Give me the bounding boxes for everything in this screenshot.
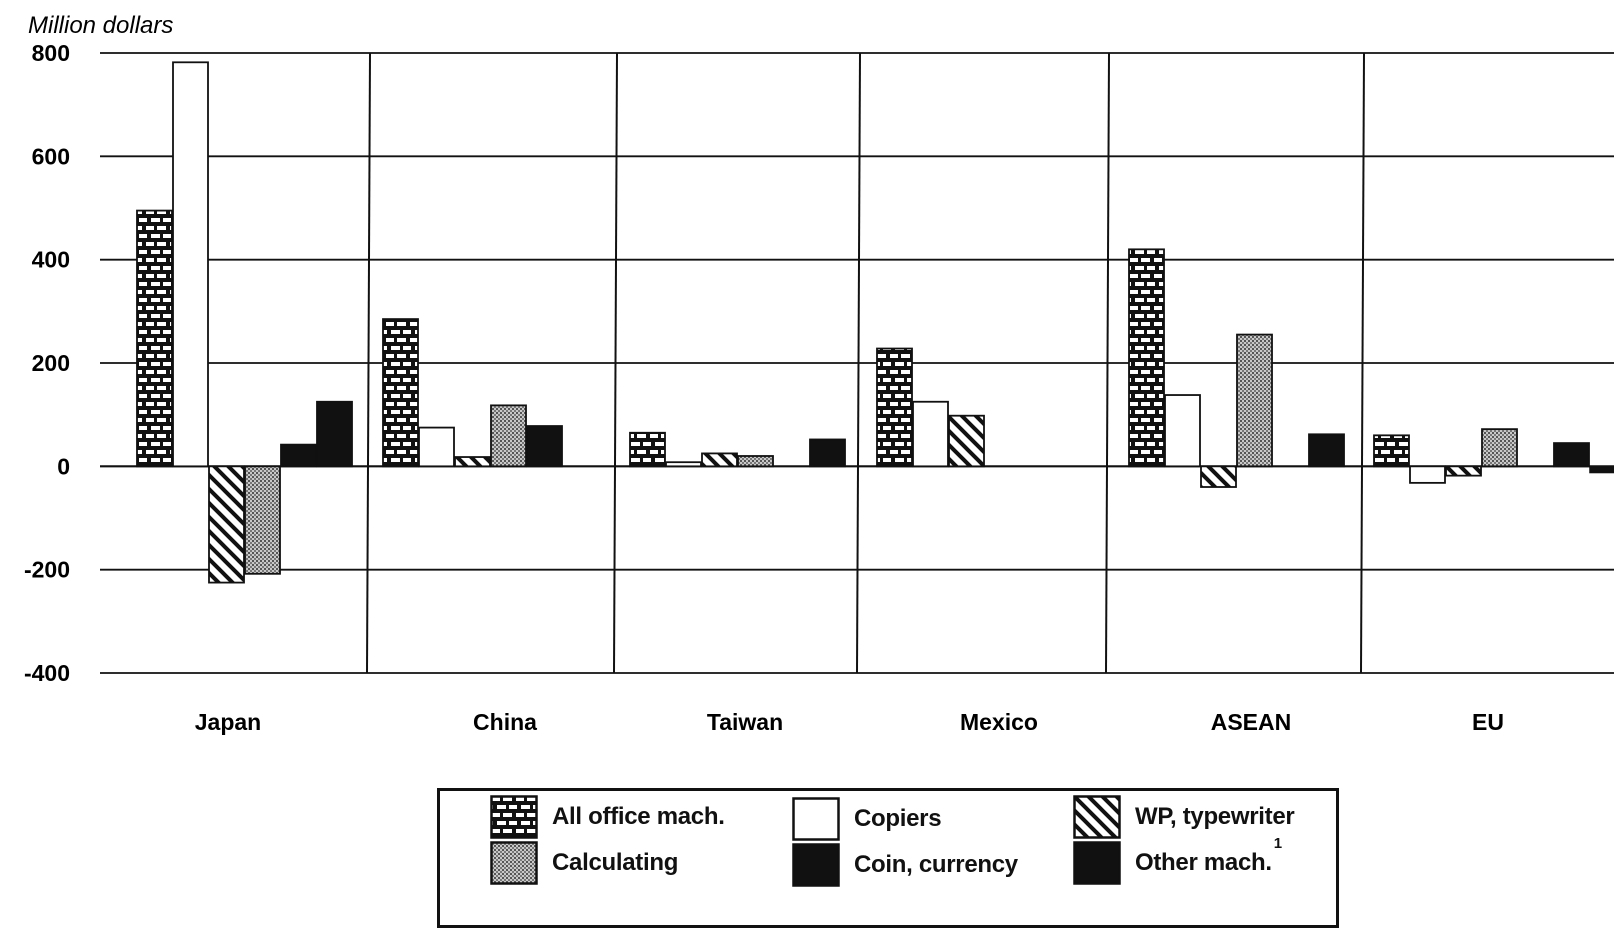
legend-label: Copiers: [854, 805, 942, 832]
category-label: EU: [1472, 709, 1504, 735]
legend-swatch-fill: [1073, 795, 1121, 839]
bar: [208, 465, 245, 584]
group-separator: [1105, 52, 1110, 674]
bar: [948, 414, 985, 468]
category-label: Mexico: [960, 709, 1038, 735]
legend-label: Other mach. 1: [1135, 835, 1282, 876]
legend-swatch-fill: [792, 843, 840, 887]
y-tick-label: -200: [24, 557, 70, 583]
bar: [136, 209, 173, 468]
legend-swatch-black: [1073, 841, 1121, 885]
legend-swatch-stipple: [490, 841, 538, 885]
category-labels: Japan China Taiwan Mexico ASEAN EU: [195, 709, 1504, 735]
legend-swatch-brick: [490, 795, 538, 839]
bar: [382, 318, 419, 468]
y-tick-label: -400: [24, 660, 70, 686]
bar: [1445, 465, 1482, 477]
bar: [526, 425, 563, 468]
bar: [876, 347, 913, 468]
bar: [316, 400, 353, 468]
category-label: ASEAN: [1211, 709, 1292, 735]
y-tick-labels: 800 600 400 200 0 -200 -400: [24, 40, 70, 686]
bar: [172, 61, 209, 468]
bar: [809, 438, 846, 468]
legend-label: WP, typewriter: [1135, 803, 1295, 830]
gridlines: [100, 52, 1614, 674]
y-tick-label: 400: [32, 247, 70, 273]
y-tick-label: 600: [32, 143, 70, 169]
bar: [1164, 394, 1201, 468]
y-tick-label: 0: [57, 453, 70, 479]
bars: [136, 61, 1614, 584]
legend: All office mach. Copiers WP, typewriter …: [437, 788, 1339, 928]
group-separator: [1360, 52, 1365, 674]
legend-item-wp-typewriter: WP, typewriter: [1073, 795, 1295, 839]
bar: [244, 465, 281, 575]
bar: [280, 443, 317, 468]
legend-swatch-fill: [792, 797, 840, 841]
y-axis-title: Million dollars: [28, 12, 173, 39]
bar: [1409, 465, 1446, 484]
bar: [665, 461, 702, 468]
legend-swatch-white: [792, 797, 840, 841]
footnote-marker: 1: [1273, 835, 1282, 852]
legend-swatch-fill: [490, 795, 538, 839]
legend-item-copiers: Copiers: [792, 797, 942, 841]
bar: [1128, 248, 1165, 468]
legend-label: Coin, currency: [854, 851, 1018, 878]
bar: [1236, 333, 1273, 468]
bar: [1553, 442, 1590, 468]
category-label: China: [473, 709, 537, 735]
group-separator: [613, 52, 618, 674]
group-separator: [856, 52, 861, 674]
legend-label: Calculating: [552, 849, 679, 876]
bar: [454, 456, 491, 468]
category-label: Japan: [195, 709, 261, 735]
legend-item-other-mach: Other mach. 1: [1073, 835, 1282, 885]
bar: [1481, 428, 1518, 468]
legend-label: All office mach.: [552, 803, 725, 830]
bar: [1200, 465, 1237, 488]
legend-swatch-fill: [490, 841, 538, 885]
legend-swatch-black: [792, 843, 840, 887]
category-label: Taiwan: [707, 709, 783, 735]
y-tick-label: 200: [32, 350, 70, 376]
group-separator: [366, 52, 371, 674]
legend-item-all-office: All office mach.: [490, 795, 725, 839]
bar: [1589, 465, 1614, 474]
bar: [912, 400, 949, 468]
bar: [418, 426, 455, 468]
y-tick-label: 800: [32, 40, 70, 66]
bar: [701, 452, 738, 468]
legend-item-coin-currency: Coin, currency: [792, 843, 1018, 887]
bar: [1373, 434, 1410, 468]
legend-item-calculating: Calculating: [490, 841, 678, 885]
bar: [1308, 433, 1345, 468]
legend-swatch-hatch: [1073, 795, 1121, 839]
bar: [629, 431, 666, 468]
bar: [490, 404, 527, 468]
legend-swatch-fill: [1073, 841, 1121, 885]
bar: [737, 455, 774, 468]
